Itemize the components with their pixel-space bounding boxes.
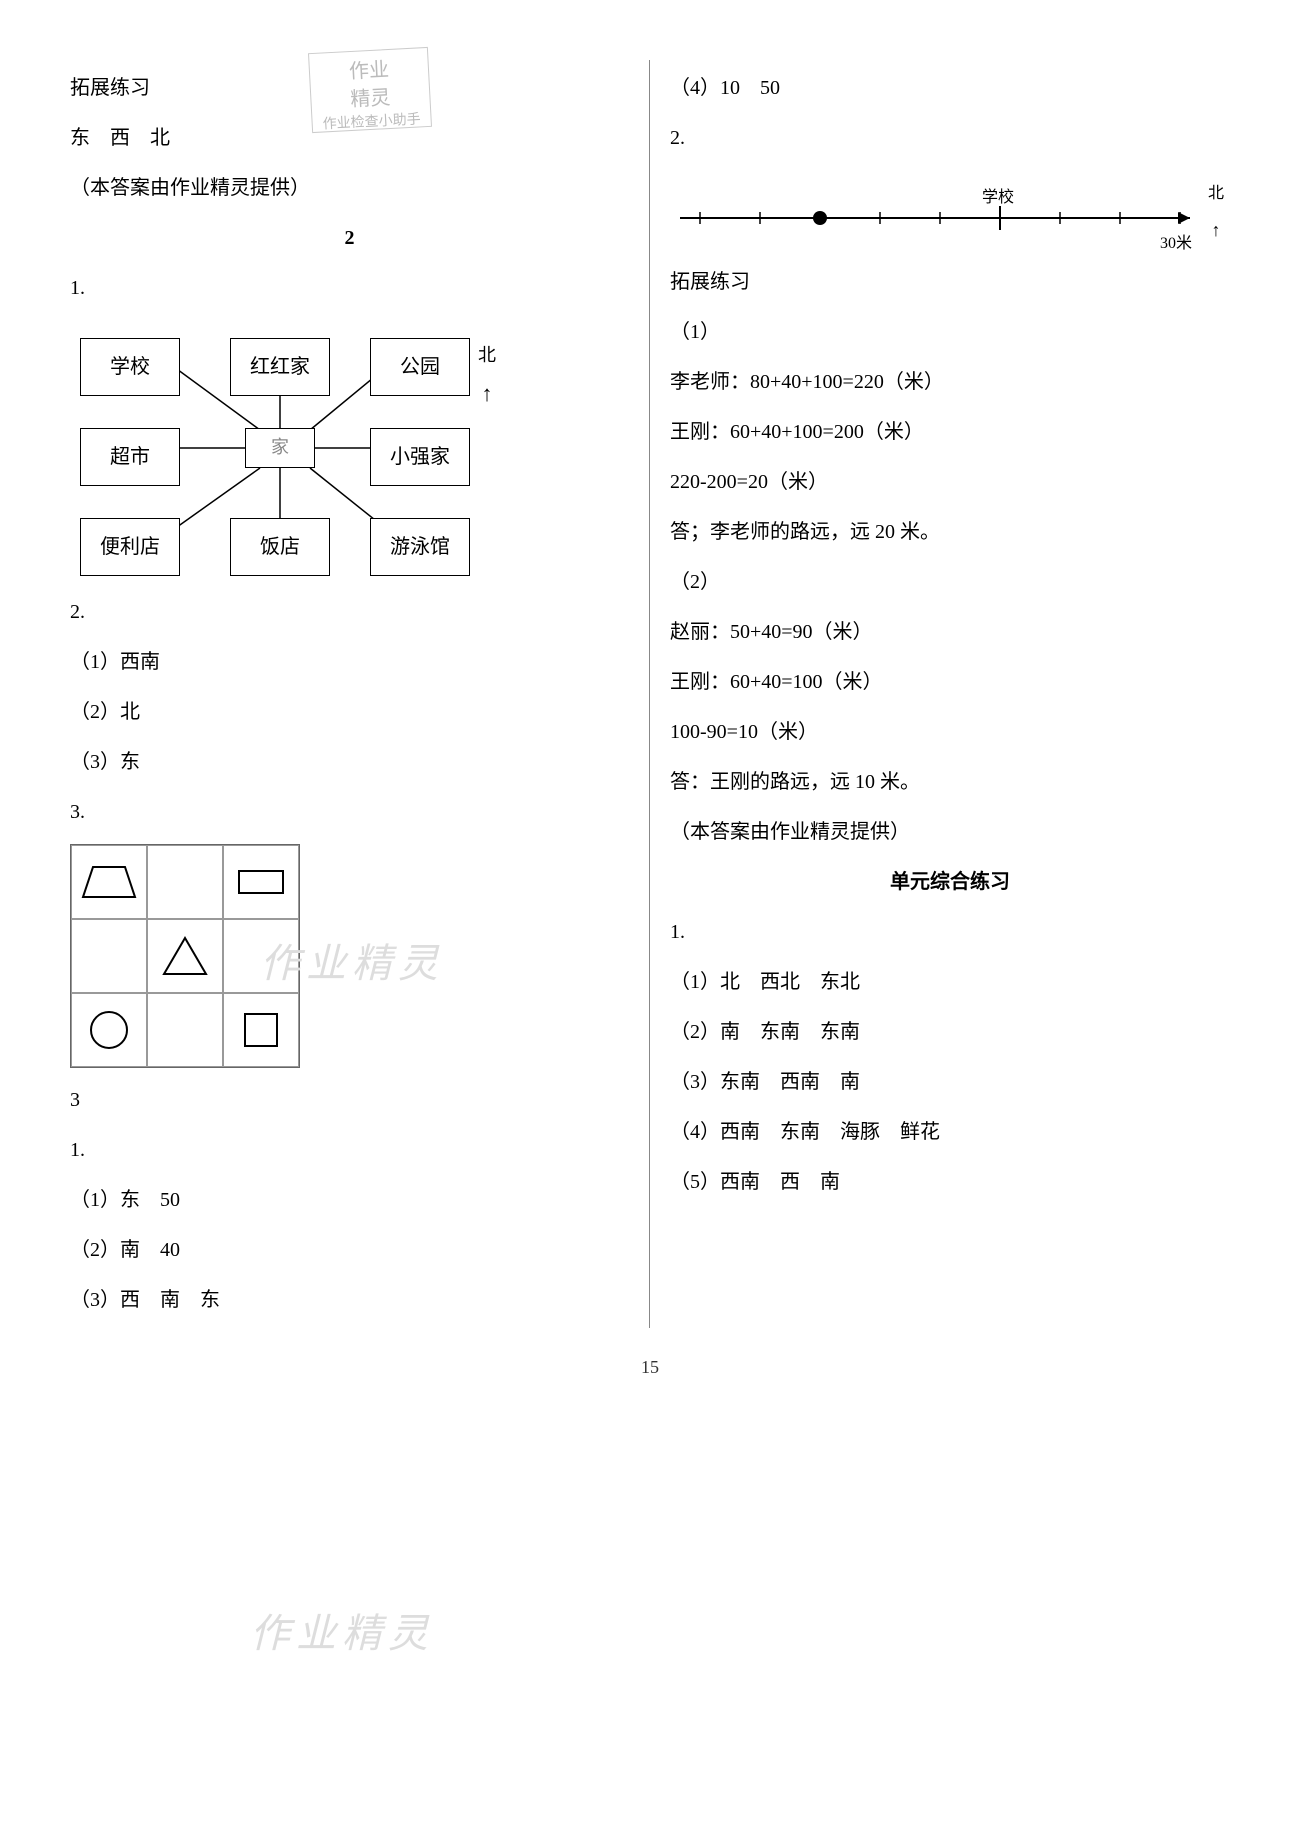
u2: （2）南 东南 东南 — [670, 1010, 1230, 1054]
north-label: 北 — [478, 345, 496, 365]
shapes-row-2 — [71, 919, 299, 993]
q3: 3. — [70, 790, 629, 834]
map-sw: 便利店 — [80, 518, 180, 576]
r-l2: 王刚：60+40+100=200（米） — [670, 410, 1230, 454]
q1b: 1. — [70, 1128, 629, 1172]
r-tuozhan: 拓展练习 — [670, 260, 1230, 304]
r-note: （本答案由作业精灵提供） — [670, 810, 1230, 854]
a2-3: （3）东 — [70, 740, 629, 784]
numline-north-label: 北 — [1208, 185, 1224, 202]
stamp: 作业 精灵 作业检查小助手 — [308, 47, 432, 133]
map-north: 北 ↑ — [478, 336, 496, 415]
numline-unit: 30米 — [1160, 226, 1192, 261]
a2-2: （2）北 — [70, 690, 629, 734]
north-arrow-icon: ↑ — [482, 381, 493, 406]
map-se: 游泳馆 — [370, 518, 470, 576]
u5: （5）西南 西 南 — [670, 1160, 1230, 1204]
shape-circle — [71, 993, 147, 1067]
r-p1: （1） — [670, 310, 1230, 354]
r-l5: 赵丽：50+40=90（米） — [670, 610, 1230, 654]
numline-north: 北 ↑ — [1208, 176, 1224, 251]
r-l3: 220-200=20（米） — [670, 460, 1230, 504]
page: 作业 精灵 作业检查小助手 拓展练习 东 西 北 （本答案由作业精灵提供） 2 … — [50, 60, 1250, 1328]
r-l1: 李老师：80+40+100=220（米） — [670, 360, 1230, 404]
shape-trapezoid — [71, 845, 147, 919]
b1-2: （2）南 40 — [70, 1228, 629, 1272]
map-diagram: 学校 红红家 公园 超市 家 小强家 便利店 饭店 游泳馆 北 ↑ — [70, 320, 500, 580]
q2: 2. — [70, 590, 629, 634]
r-a4: （4）10 50 — [670, 66, 1230, 110]
shape-rect — [223, 845, 299, 919]
section-2: 2 — [70, 216, 629, 260]
r-l7: 100-90=10（米） — [670, 710, 1230, 754]
shapes-row-1 — [71, 845, 299, 919]
map-center: 家 — [245, 428, 315, 468]
numline-school: 学校 — [982, 180, 1014, 215]
unit-heading: 单元综合练习 — [670, 860, 1230, 904]
section-3b: 3 — [70, 1078, 629, 1122]
shape-square — [223, 993, 299, 1067]
r-p2: （2） — [670, 560, 1230, 604]
u3: （3）东南 西南 南 — [670, 1060, 1230, 1104]
map-s: 饭店 — [230, 518, 330, 576]
map-w: 超市 — [80, 428, 180, 486]
right-column: （4）10 50 2. 学校 30米 北 ↑ — [650, 60, 1250, 1328]
shape-empty-4 — [147, 993, 223, 1067]
b1-1: （1）东 50 — [70, 1178, 629, 1222]
page-number: 15 — [50, 1348, 1250, 1388]
numline-arrow-icon: ↑ — [1212, 220, 1221, 240]
r-l8: 答：王刚的路远，远 10 米。 — [670, 760, 1230, 804]
watermark-2: 作业精灵 — [250, 1590, 434, 1678]
shape-empty-3 — [223, 919, 299, 993]
map-e: 小强家 — [370, 428, 470, 486]
credit-note: （本答案由作业精灵提供） — [70, 166, 629, 210]
shape-triangle — [147, 919, 223, 993]
number-line: 学校 30米 北 ↑ — [670, 174, 1230, 254]
shape-empty-2 — [71, 919, 147, 993]
r-l6: 王刚：60+40=100（米） — [670, 660, 1230, 704]
u1: （1）北 西北 东北 — [670, 960, 1230, 1004]
map-ne: 公园 — [370, 338, 470, 396]
u4: （4）西南 东南 海豚 鲜花 — [670, 1110, 1230, 1154]
shape-empty-1 — [147, 845, 223, 919]
left-column: 拓展练习 东 西 北 （本答案由作业精灵提供） 2 1. 学校 红红家 公园 超… — [50, 60, 650, 1328]
shapes-row-3 — [71, 993, 299, 1067]
b1-3: （3）西 南 东 — [70, 1278, 629, 1322]
q1: 1. — [70, 266, 629, 310]
map-n: 红红家 — [230, 338, 330, 396]
r-l4: 答；李老师的路远，远 20 米。 — [670, 510, 1230, 554]
number-line-svg — [670, 174, 1230, 254]
map-nw: 学校 — [80, 338, 180, 396]
a2-1: （1）西南 — [70, 640, 629, 684]
r-q1: 1. — [670, 910, 1230, 954]
shapes-grid — [70, 844, 300, 1068]
r-q2: 2. — [670, 116, 1230, 160]
